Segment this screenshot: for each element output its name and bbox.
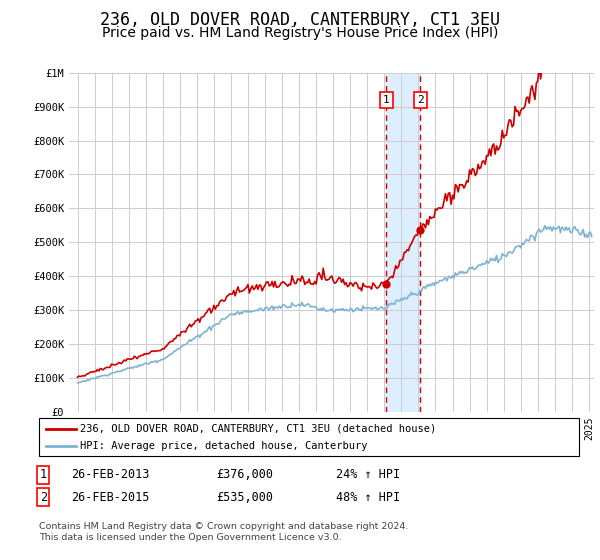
Text: 48% ↑ HPI: 48% ↑ HPI [336, 491, 400, 504]
Text: 236, OLD DOVER ROAD, CANTERBURY, CT1 3EU: 236, OLD DOVER ROAD, CANTERBURY, CT1 3EU [100, 11, 500, 29]
Text: £376,000: £376,000 [216, 468, 273, 482]
Text: 24% ↑ HPI: 24% ↑ HPI [336, 468, 400, 482]
Text: 1: 1 [40, 468, 47, 482]
Text: Contains HM Land Registry data © Crown copyright and database right 2024.
This d: Contains HM Land Registry data © Crown c… [39, 522, 409, 542]
Bar [386, 73, 421, 412]
Text: 2: 2 [417, 95, 424, 105]
Text: Price paid vs. HM Land Registry's House Price Index (HPI): Price paid vs. HM Land Registry's House … [102, 26, 498, 40]
Text: 26-FEB-2013: 26-FEB-2013 [71, 468, 149, 482]
Text: £535,000: £535,000 [216, 491, 273, 504]
Text: HPI: Average price, detached house, Canterbury: HPI: Average price, detached house, Cant… [80, 441, 367, 451]
Text: 236, OLD DOVER ROAD, CANTERBURY, CT1 3EU (detached house): 236, OLD DOVER ROAD, CANTERBURY, CT1 3EU… [80, 424, 436, 434]
Text: 26-FEB-2015: 26-FEB-2015 [71, 491, 149, 504]
Text: 2: 2 [40, 491, 47, 504]
Text: 1: 1 [383, 95, 390, 105]
